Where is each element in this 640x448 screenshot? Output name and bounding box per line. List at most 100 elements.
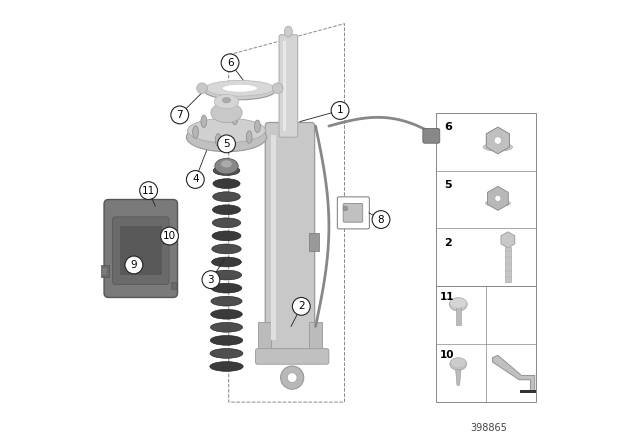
Text: 3: 3 (207, 275, 214, 284)
Ellipse shape (221, 160, 232, 168)
Ellipse shape (211, 296, 242, 306)
Ellipse shape (212, 205, 241, 215)
Ellipse shape (211, 309, 243, 319)
Ellipse shape (494, 137, 502, 144)
Ellipse shape (212, 257, 241, 267)
FancyBboxPatch shape (343, 203, 363, 222)
Ellipse shape (222, 84, 258, 92)
Circle shape (292, 297, 310, 315)
Ellipse shape (201, 115, 207, 128)
Bar (283, 42, 286, 130)
Bar (436, 286, 536, 402)
Text: 2: 2 (444, 238, 452, 248)
Circle shape (372, 211, 390, 228)
Ellipse shape (214, 95, 239, 109)
Ellipse shape (211, 283, 242, 293)
FancyBboxPatch shape (423, 129, 440, 143)
Ellipse shape (211, 323, 243, 332)
Ellipse shape (212, 218, 241, 228)
Ellipse shape (483, 143, 513, 151)
FancyBboxPatch shape (265, 122, 315, 352)
Ellipse shape (211, 103, 242, 123)
Circle shape (343, 206, 348, 211)
Polygon shape (486, 127, 509, 154)
Bar (171, 282, 176, 289)
Ellipse shape (451, 298, 466, 308)
Ellipse shape (495, 195, 501, 201)
Circle shape (218, 135, 236, 153)
Bar (120, 226, 162, 275)
Text: 10: 10 (163, 231, 176, 241)
Ellipse shape (449, 297, 467, 311)
Ellipse shape (188, 118, 266, 143)
Polygon shape (456, 370, 461, 385)
Bar (436, 113, 536, 286)
Text: 10: 10 (440, 349, 454, 360)
Polygon shape (501, 232, 515, 248)
Ellipse shape (255, 120, 260, 133)
Circle shape (221, 54, 239, 72)
Ellipse shape (193, 126, 198, 138)
Ellipse shape (213, 166, 240, 176)
Ellipse shape (212, 192, 240, 202)
FancyBboxPatch shape (279, 35, 298, 137)
Polygon shape (488, 186, 508, 211)
Bar (102, 268, 107, 275)
FancyBboxPatch shape (104, 199, 177, 297)
Ellipse shape (215, 134, 221, 146)
Ellipse shape (211, 270, 242, 280)
Circle shape (171, 106, 189, 124)
Circle shape (161, 227, 179, 245)
Ellipse shape (485, 200, 511, 207)
Ellipse shape (215, 158, 238, 174)
Bar (456, 304, 461, 325)
Text: 11: 11 (142, 185, 156, 196)
Ellipse shape (210, 362, 243, 371)
Text: 9: 9 (131, 260, 137, 270)
Ellipse shape (287, 373, 297, 383)
Ellipse shape (451, 358, 465, 367)
Circle shape (202, 271, 220, 289)
Ellipse shape (246, 131, 252, 143)
Text: 398865: 398865 (470, 423, 507, 433)
Text: 6: 6 (227, 58, 234, 68)
Text: 4: 4 (192, 174, 198, 185)
Ellipse shape (232, 112, 237, 125)
Ellipse shape (450, 358, 467, 370)
Text: 5: 5 (444, 180, 451, 190)
Ellipse shape (280, 366, 304, 389)
Ellipse shape (205, 80, 275, 96)
Ellipse shape (284, 26, 292, 37)
Text: 11: 11 (440, 292, 454, 302)
Circle shape (186, 171, 204, 188)
Ellipse shape (212, 244, 241, 254)
Polygon shape (493, 355, 535, 391)
Ellipse shape (223, 98, 230, 103)
Text: 8: 8 (378, 215, 384, 224)
FancyBboxPatch shape (255, 349, 329, 364)
Bar (100, 265, 109, 277)
Circle shape (331, 102, 349, 119)
Bar (309, 233, 319, 251)
Ellipse shape (212, 231, 241, 241)
Bar (258, 322, 271, 358)
Bar (309, 322, 322, 358)
Ellipse shape (211, 336, 243, 345)
Bar (520, 390, 536, 393)
Bar (271, 135, 276, 340)
FancyBboxPatch shape (337, 197, 369, 229)
Ellipse shape (210, 349, 243, 358)
Circle shape (196, 83, 207, 94)
Circle shape (140, 182, 157, 199)
Ellipse shape (213, 179, 240, 189)
Ellipse shape (186, 123, 267, 152)
Text: 5: 5 (223, 139, 230, 149)
Text: 2: 2 (298, 302, 305, 311)
FancyBboxPatch shape (113, 217, 169, 284)
Circle shape (273, 83, 283, 94)
Text: 6: 6 (444, 122, 452, 132)
Circle shape (125, 256, 143, 274)
Bar (505, 246, 511, 282)
Text: 1: 1 (337, 105, 343, 116)
Text: 7: 7 (177, 110, 183, 120)
